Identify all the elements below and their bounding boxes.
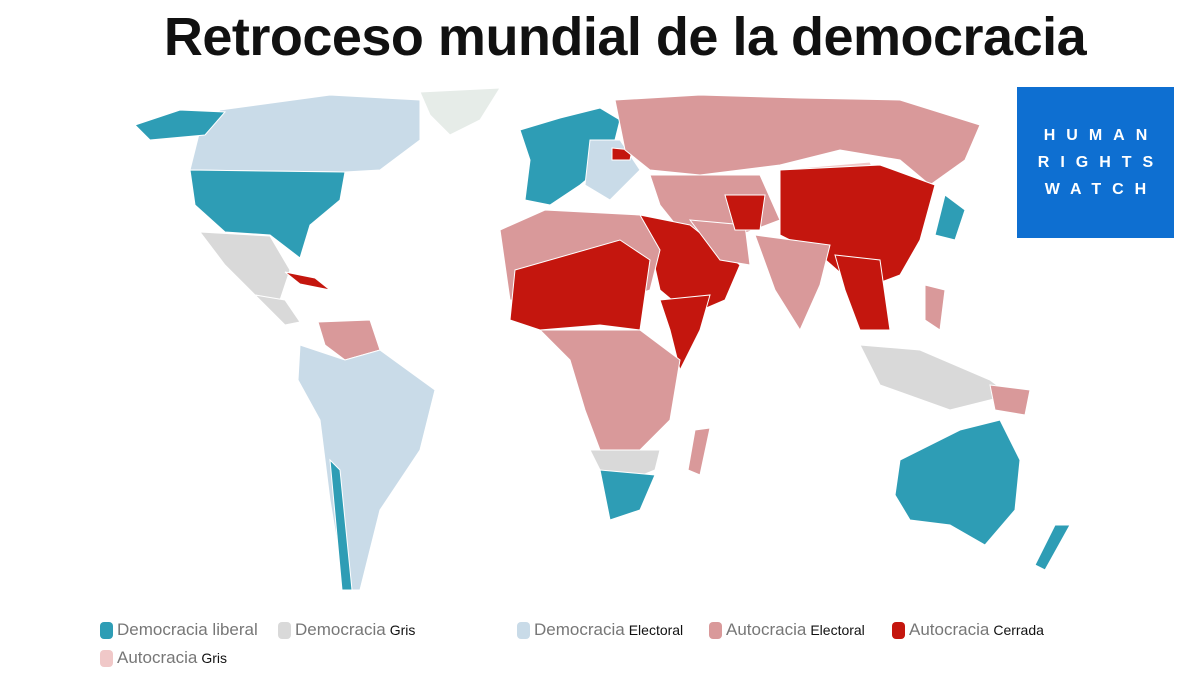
legend-sublabel: Cerrada (993, 622, 1044, 638)
region-indonesia (859, 344, 1012, 411)
region-afghanistan (724, 194, 766, 231)
legend-label: Autocracia (726, 620, 807, 639)
legend-swatch (100, 621, 113, 639)
legend-label: Autocracia (117, 648, 198, 667)
region-central-america (253, 294, 301, 326)
legend-swatch (278, 621, 291, 639)
legend-sublabel: Gris (201, 650, 227, 666)
legend-item-autocracia-gris: Autocracia Gris (100, 648, 227, 668)
human-rights-watch-logo: HUMAN RIGHTS WATCH (1017, 87, 1174, 238)
region-sahel (509, 239, 651, 331)
legend-sublabel: Electoral (810, 622, 865, 638)
legend-label: Democracia (295, 620, 386, 639)
region-png (989, 384, 1031, 416)
legend-label: Democracia (534, 620, 625, 639)
legend-swatch (517, 621, 530, 639)
region-madagascar (687, 427, 711, 476)
region-southeast-asia (834, 254, 891, 331)
logo-line: RIGHTS (1037, 153, 1165, 171)
region-russia (614, 94, 981, 186)
region-philippines (924, 284, 946, 331)
legend-swatch (892, 621, 905, 639)
legend-sublabel: Electoral (628, 622, 684, 638)
logo-line: HUMAN (1043, 126, 1159, 144)
logo-line: WATCH (1044, 180, 1158, 198)
legend-swatch (709, 621, 722, 639)
region-japan (934, 194, 966, 241)
region-cuba (284, 271, 331, 291)
region-india (754, 234, 831, 332)
region-central-africa (538, 329, 681, 451)
region-usa (189, 169, 346, 259)
region-greenland (419, 87, 501, 136)
legend-sublabel: Gris (389, 622, 416, 638)
legend-item-democracia-liberal: Democracia liberal (100, 620, 258, 640)
region-australia (894, 419, 1021, 546)
legend-label: Autocracia (909, 620, 990, 639)
region-canada (189, 94, 421, 173)
legend-item-autocracia-cerrada: Autocracia Cerrada (892, 620, 1044, 640)
region-horn-africa (659, 294, 711, 372)
region-south-america (297, 344, 436, 591)
region-chile (329, 458, 353, 591)
region-mexico (198, 231, 291, 301)
legend-item-democracia-gris: Democracia Gris (278, 620, 415, 640)
region-new-zealand (1034, 524, 1071, 571)
page-title: Retroceso mundial de la democracia (163, 7, 1087, 67)
legend-item-autocracia-electoral: Autocracia Electoral (709, 620, 865, 640)
legend-swatch (100, 649, 113, 667)
world-map (134, 87, 1071, 591)
legend-label: Democracia liberal (117, 620, 258, 639)
legend-item-democracia-electoral: Democracia Electoral (517, 620, 683, 640)
region-iran (688, 219, 751, 266)
region-south-africa (599, 469, 656, 521)
region-alaska (134, 109, 227, 141)
